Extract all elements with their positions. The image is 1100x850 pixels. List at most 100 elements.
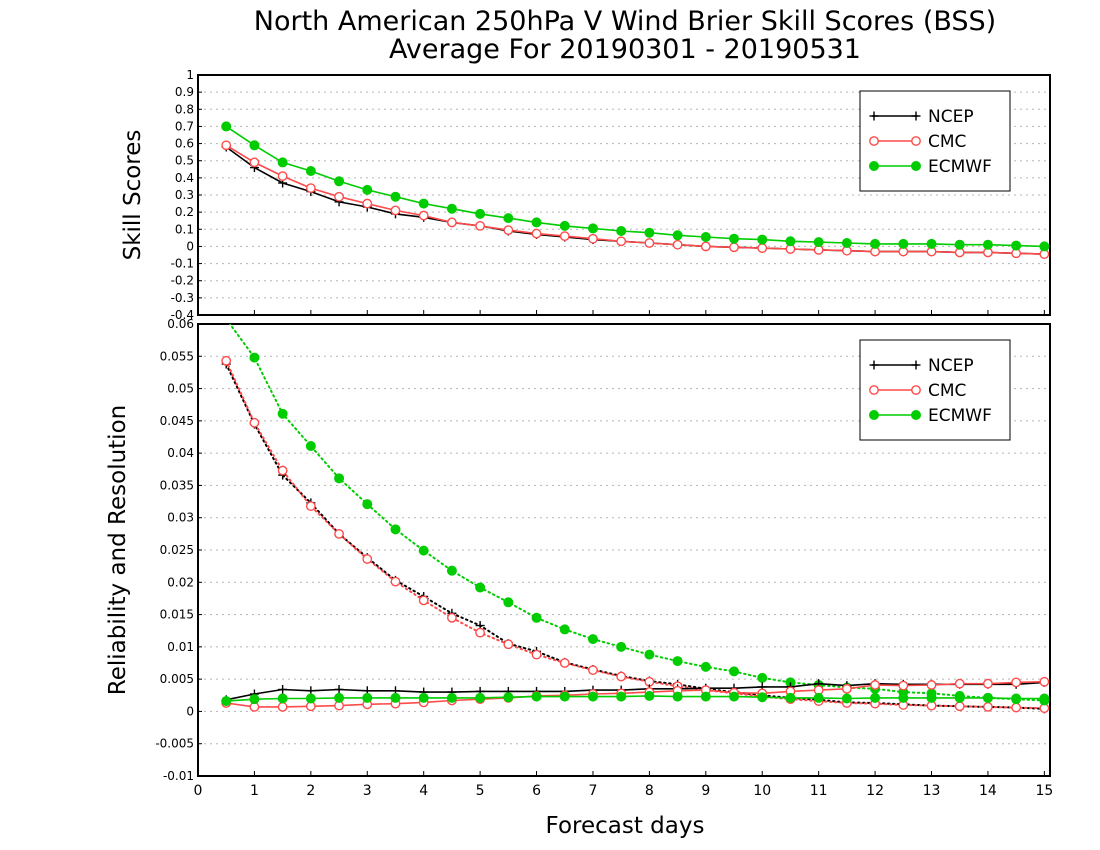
x-tick-label: 9 (701, 783, 710, 799)
ecmwf-marker (672, 230, 683, 241)
chart-subtitle: Average For 20190301 - 20190531 (389, 34, 861, 65)
ecmwf-marker (249, 352, 260, 363)
cmc-marker (1039, 676, 1050, 687)
y-tick-label: 0.015 (160, 608, 194, 622)
ecmwf-marker (616, 691, 627, 702)
cmc-marker (672, 239, 683, 250)
cmc-marker (531, 228, 542, 239)
cmc-marker (277, 702, 288, 712)
ecmwf-marker (616, 641, 627, 652)
cmc-marker (841, 683, 852, 694)
x-tick-label: 13 (923, 783, 941, 799)
x-tick-label: 7 (589, 783, 598, 799)
ecmwf-marker (475, 208, 486, 219)
cmc-marker (898, 680, 909, 691)
x-tick-label: 1 (250, 783, 259, 799)
ecmwf-marker (418, 198, 429, 209)
ecmwf-marker (418, 545, 429, 556)
ecmwf-marker (418, 692, 429, 703)
ecmwf-marker (249, 140, 260, 151)
y-axis-label-reliability: Reliability and Resolution (105, 405, 131, 695)
ecmwf-marker (926, 692, 937, 703)
legend-label-cmc: CMC (928, 132, 966, 152)
cmc-marker (954, 678, 965, 689)
ecmwf-marker (1039, 241, 1050, 252)
ecmwf-marker (559, 691, 570, 702)
y-tick-label: 0 (186, 704, 194, 718)
ecmwf-marker (305, 693, 316, 704)
ecmwf-marker (221, 121, 232, 132)
plot-area (221, 121, 1050, 260)
legend: NCEP CMC ECMWF (859, 90, 1011, 192)
ecmwf-marker (982, 692, 993, 703)
ecmwf-marker (587, 691, 598, 702)
cmc-marker (221, 140, 232, 151)
cmc-marker (644, 238, 655, 248)
ecmwf-marker (475, 692, 486, 703)
skill-score-panel: -0.4 -0.3 -0.2 -0.1 0 0.1 0.2 0.3 0.4 0.5 0.6 0.7 0.… (171, 68, 1051, 322)
cmc-marker (616, 236, 627, 247)
cmc-marker (362, 554, 373, 564)
y-tick-label: 0.2 (175, 205, 194, 219)
cmc-marker (221, 355, 232, 366)
ecmwf-marker (1011, 240, 1022, 251)
y-axis-label-skill: Skill Scores (120, 130, 146, 261)
cmc-marker (588, 665, 598, 676)
ecmwf-marker (249, 694, 260, 705)
x-tick-label: 11 (810, 783, 828, 799)
ecmwf-marker (700, 232, 711, 242)
legend-marker-cmc (911, 136, 921, 146)
ecmwf-marker (559, 220, 570, 231)
y-tick-label: 0.055 (160, 349, 194, 363)
cmc-marker (305, 501, 316, 511)
ecmwf-marker (898, 692, 909, 703)
ecmwf-marker (503, 213, 514, 224)
y-tick-label: 0.9 (175, 85, 194, 99)
ecmwf-marker (277, 408, 288, 419)
ecmwf-marker (221, 696, 232, 707)
y-tick-label: 1 (186, 68, 194, 82)
y-tick-label: 0.6 (175, 137, 194, 151)
y-tick-label: 0 (186, 239, 194, 253)
ecmwf-marker (503, 597, 514, 608)
cmc-marker (954, 701, 965, 712)
y-tick-label: 0.8 (175, 102, 194, 116)
reliability-resolution-panel: -0.01 -0.005 0 0.005 0.01 0.015 0.02 0.025 0.03 0… (155, 317, 1053, 799)
ecmwf-marker (644, 690, 655, 701)
ecmwf-marker (757, 692, 768, 703)
cmc-marker (334, 191, 344, 202)
ecmwf-marker (305, 441, 316, 452)
cmc-marker (418, 595, 429, 606)
cmc-marker (870, 680, 880, 690)
legend-marker-cmc (869, 385, 879, 395)
y-tick-label: 0.4 (175, 171, 194, 185)
cmc-marker (729, 242, 739, 253)
ecmwf-marker (898, 238, 909, 249)
cmc-marker (983, 678, 993, 689)
ecmwf-marker (672, 691, 683, 702)
x-tick-label: 12 (866, 783, 884, 799)
ecmwf-marker (672, 656, 683, 667)
cmc-marker (559, 231, 570, 242)
cmc-marker (447, 217, 457, 228)
ecmwf-marker (1011, 693, 1022, 704)
cmc-marker (503, 639, 514, 650)
cmc-marker (926, 680, 937, 690)
ecmwf-marker (729, 691, 740, 702)
cmc-marker (249, 157, 260, 168)
x-tick-label: 14 (979, 783, 997, 799)
x-tick-label: 5 (476, 783, 485, 799)
legend-label-ncep: NCEP (928, 356, 974, 376)
ecmwf-marker (334, 473, 345, 484)
x-tick-label: 2 (306, 783, 315, 799)
ecmwf-marker (587, 634, 598, 645)
ecmwf-marker (1039, 693, 1050, 704)
x-tick-label: 4 (419, 783, 428, 799)
ecmwf-marker (954, 692, 965, 703)
y-tick-label: -0.1 (171, 257, 194, 271)
x-axis-label: Forecast days (546, 813, 705, 839)
ncep-marker (334, 684, 344, 694)
cmc-marker (588, 233, 598, 244)
cmc-marker (1011, 677, 1022, 688)
ecmwf-marker (446, 203, 457, 214)
